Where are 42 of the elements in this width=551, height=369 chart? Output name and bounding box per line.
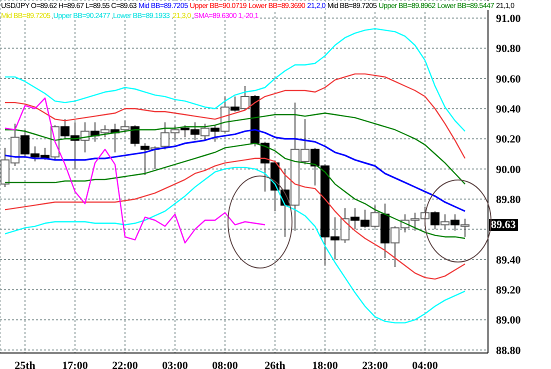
y-tick-label: 90.20 — [496, 134, 522, 146]
candlestick — [450, 214, 460, 232]
candlestick — [100, 124, 110, 138]
line-series — [4, 97, 266, 244]
candlestick — [440, 214, 450, 230]
candlestick — [80, 122, 90, 153]
y-tick-label: 90.40 — [496, 104, 522, 116]
candlestick — [120, 120, 130, 134]
candlestick — [210, 124, 220, 142]
x-tick-label: 04:00 — [412, 360, 438, 369]
candlestick — [430, 210, 440, 230]
y-tick-label: 89.00 — [496, 314, 522, 327]
x-tick-label: 26th — [264, 360, 286, 369]
candlestick — [140, 142, 150, 176]
line-series — [4, 28, 466, 132]
text: 89.63 — [489, 218, 518, 231]
candlestick — [200, 123, 210, 141]
line-series — [4, 166, 466, 324]
candlestick — [130, 124, 140, 147]
candlestick — [240, 85, 250, 111]
x-tick-label: 03:00 — [162, 360, 188, 369]
x-tick-label: 08:00 — [212, 360, 238, 369]
candlestick — [230, 96, 240, 112]
y-tick-label: 89.20 — [496, 284, 522, 297]
candlestick — [370, 204, 380, 228]
x-tick-label: 17:00 — [62, 360, 88, 369]
x-tick-label: 22:00 — [112, 360, 138, 369]
y-tick-label: 90.60 — [496, 73, 522, 86]
candlestick — [340, 208, 350, 244]
y-tick-label: 90.80 — [496, 43, 522, 56]
x-tick-label: 18:00 — [312, 360, 338, 369]
x-tick-label: 23:00 — [362, 360, 388, 369]
y-tick-label: 91.00 — [496, 13, 522, 26]
y-tick-label: 89.80 — [496, 194, 522, 206]
line-series — [4, 128, 466, 212]
candlestick — [460, 218, 470, 238]
y-tick-label: 90.00 — [496, 164, 522, 176]
line-series — [4, 73, 466, 159]
line-series — [4, 112, 466, 185]
y-tick-label: 88.80 — [496, 344, 522, 357]
x-tick-label: 25th — [14, 360, 36, 369]
y-tick-label: 89.40 — [496, 254, 522, 266]
